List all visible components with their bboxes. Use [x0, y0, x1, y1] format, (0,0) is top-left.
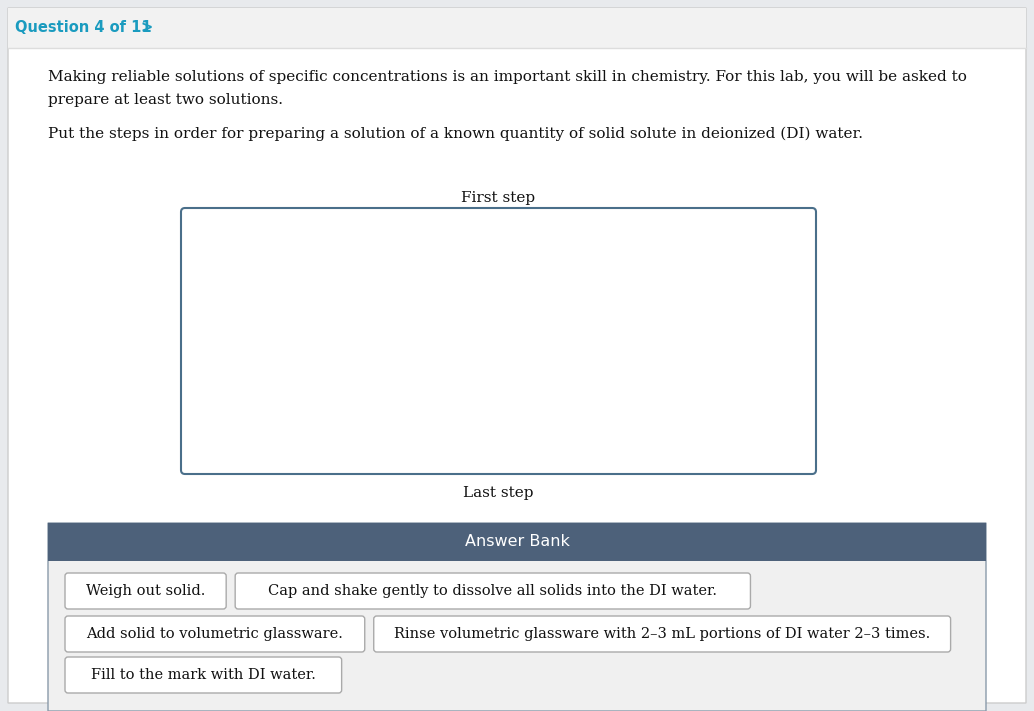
FancyBboxPatch shape — [235, 573, 751, 609]
Text: Last step: Last step — [463, 486, 534, 500]
FancyBboxPatch shape — [65, 657, 341, 693]
Bar — [48, 523, 986, 561]
FancyBboxPatch shape — [48, 523, 986, 711]
FancyBboxPatch shape — [373, 616, 950, 652]
Text: Cap and shake gently to dissolve all solids into the DI water.: Cap and shake gently to dissolve all sol… — [268, 584, 718, 598]
Text: >: > — [140, 21, 152, 36]
Bar — [8, 8, 1026, 48]
Text: Put the steps in order for preparing a solution of a known quantity of solid sol: Put the steps in order for preparing a s… — [48, 127, 863, 141]
Text: Weigh out solid.: Weigh out solid. — [86, 584, 206, 598]
FancyBboxPatch shape — [8, 8, 1026, 703]
Text: First step: First step — [461, 191, 536, 205]
Text: prepare at least two solutions.: prepare at least two solutions. — [48, 93, 283, 107]
FancyBboxPatch shape — [65, 616, 365, 652]
Text: Making reliable solutions of specific concentrations is an important skill in ch: Making reliable solutions of specific co… — [48, 70, 967, 84]
Text: Answer Bank: Answer Bank — [464, 535, 570, 550]
Text: Question 4 of 11: Question 4 of 11 — [16, 21, 152, 36]
Text: Fill to the mark with DI water.: Fill to the mark with DI water. — [91, 668, 315, 682]
FancyBboxPatch shape — [65, 573, 226, 609]
Text: Rinse volumetric glassware with 2–3 mL portions of DI water 2–3 times.: Rinse volumetric glassware with 2–3 mL p… — [394, 627, 931, 641]
FancyBboxPatch shape — [181, 208, 816, 474]
Text: Add solid to volumetric glassware.: Add solid to volumetric glassware. — [87, 627, 343, 641]
